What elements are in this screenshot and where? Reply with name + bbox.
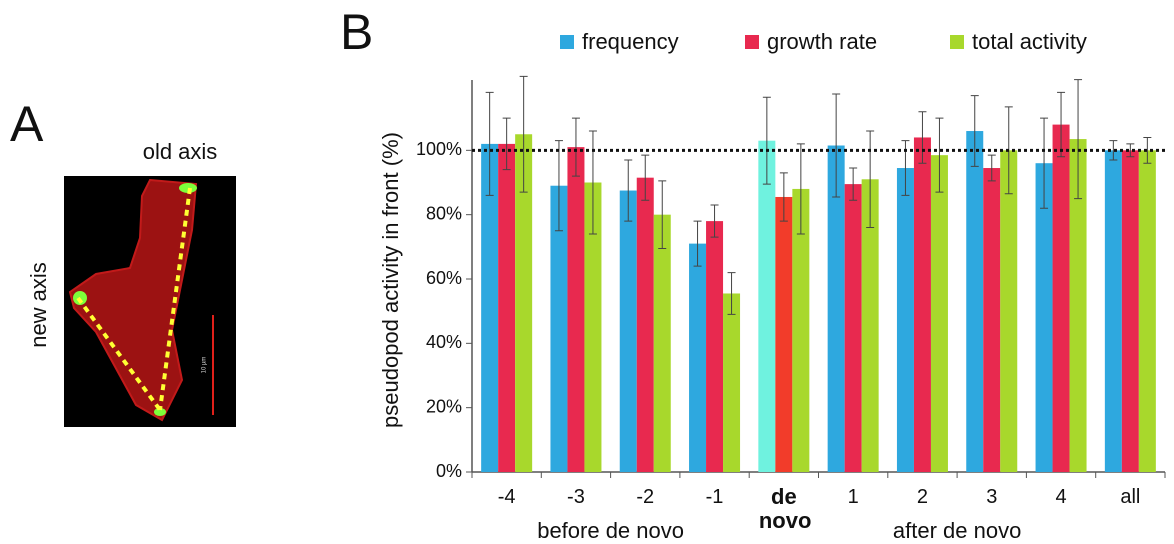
bar: [966, 131, 983, 472]
legend-swatch: [950, 35, 964, 49]
x-tick-label: all: [1100, 485, 1160, 509]
legend-swatch: [560, 35, 574, 49]
bar: [914, 137, 931, 472]
bar: [983, 168, 1000, 472]
y-tick-label: 20%: [426, 396, 462, 416]
bar: [567, 147, 584, 472]
bar: [706, 221, 723, 472]
scale-label: 10 µm: [202, 357, 208, 374]
bar: [931, 155, 948, 472]
legend-swatch: [745, 35, 759, 49]
y-tick-label: 100%: [416, 139, 462, 159]
x-tick-label: -2: [615, 485, 675, 509]
legend-label: total activity: [972, 29, 1087, 54]
bar: [689, 244, 706, 472]
panel-label: A: [10, 96, 44, 152]
x-tick-label: -4: [477, 485, 537, 509]
bar: [723, 293, 740, 472]
bar: [1122, 150, 1139, 472]
bar: [845, 184, 862, 472]
x-tick-label: -1: [685, 485, 745, 509]
image-label: new axis: [26, 262, 51, 348]
x-tick-label: -3: [546, 485, 606, 509]
y-tick-label: 0%: [436, 461, 462, 481]
x-tick-label: de novo: [759, 485, 809, 533]
bar: [1036, 163, 1053, 472]
figure: A B old axis new axis 10 µm pseudopod ac…: [0, 0, 1174, 544]
legend-label: growth rate: [767, 29, 877, 54]
legend-label: frequency: [582, 29, 679, 54]
bar: [654, 215, 671, 472]
y-tick-label: 80%: [426, 203, 462, 223]
chart: A B old axis new axis 10 µm pseudopod ac…: [0, 0, 1174, 544]
group-label: before de novo: [537, 518, 684, 544]
bar: [1053, 125, 1070, 472]
bar: [1139, 150, 1156, 472]
group-label: after de novo: [893, 518, 1021, 544]
x-tick-label: 1: [823, 485, 883, 509]
bar: [1105, 150, 1122, 472]
bar: [775, 197, 792, 472]
bar: [1000, 150, 1017, 472]
y-tick-label: 60%: [426, 268, 462, 288]
micrograph: [64, 176, 236, 427]
y-tick-label: 40%: [426, 332, 462, 352]
panel-label: B: [340, 4, 373, 60]
bar: [637, 178, 654, 472]
x-tick-label: 4: [1031, 485, 1091, 509]
bar: [758, 141, 775, 472]
bar: [620, 191, 637, 472]
bar: [897, 168, 914, 472]
x-tick-label: 3: [962, 485, 1022, 509]
bar: [498, 144, 515, 472]
image-label: old axis: [143, 139, 218, 164]
y-axis-label: pseudopod activity in front (%): [378, 132, 403, 428]
x-tick-label: 2: [892, 485, 952, 509]
